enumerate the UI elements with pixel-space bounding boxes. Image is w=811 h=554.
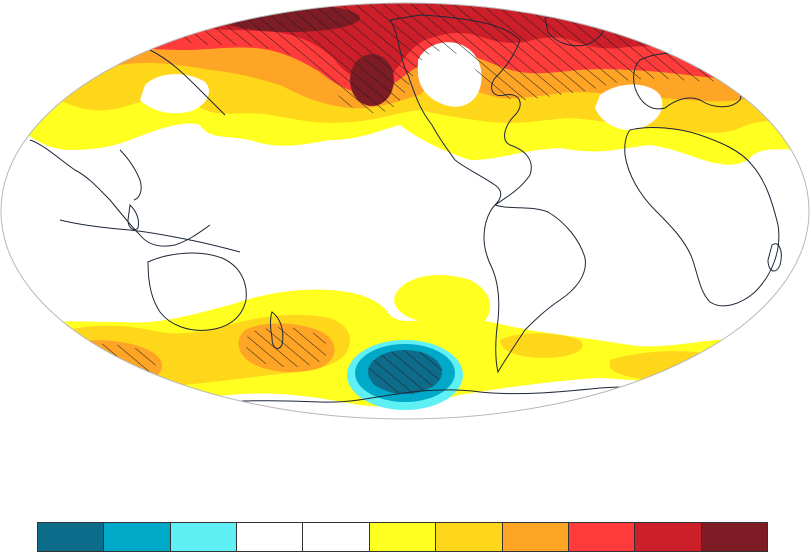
colorbar-box-7 <box>436 523 503 551</box>
globe-outline <box>0 2 810 420</box>
coast-antarctica <box>179 386 721 406</box>
coastlines <box>29 13 782 406</box>
coast-australia <box>147 252 247 331</box>
coast-madagascar <box>767 243 782 272</box>
coast-east-asia <box>29 139 211 247</box>
coast-philippines <box>127 203 139 231</box>
coast-indonesia <box>59 219 241 253</box>
north-white-hole-atlantic <box>595 84 663 131</box>
south-gold-patch-2 <box>500 333 583 358</box>
colorbar-box-8 <box>502 523 569 551</box>
colorbar-box-11 <box>701 523 767 551</box>
colorbar-box-9 <box>568 523 636 551</box>
colorbar-box-5 <box>303 523 370 551</box>
south-yellow-patch-argentina <box>394 275 491 328</box>
colorbar-box-1 <box>38 523 105 551</box>
coast-kamchatka <box>149 49 226 116</box>
colorbar-box-10 <box>635 523 702 551</box>
colorbar-box-4 <box>237 523 304 551</box>
colorbar-box-6 <box>369 523 437 551</box>
colorbar-box-3 <box>170 523 238 551</box>
coast-new-zealand <box>270 311 284 349</box>
colorbar-box-2 <box>104 523 171 551</box>
coast-south-america <box>483 204 586 374</box>
coast-north-america <box>389 14 532 206</box>
colorbar <box>37 522 768 552</box>
coast-japan <box>119 149 142 201</box>
north-white-hole-siberia <box>140 74 209 114</box>
coast-africa <box>624 127 780 307</box>
